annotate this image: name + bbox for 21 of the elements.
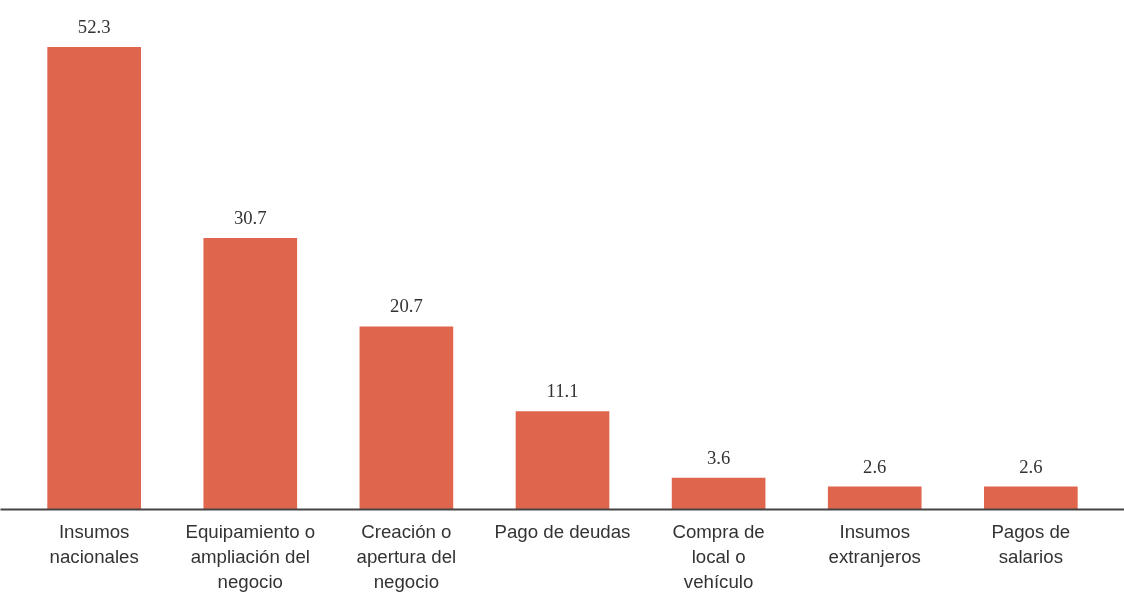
data-label: 2.6 [863, 455, 887, 477]
x-tick-label: Pagos de salarios [991, 520, 1071, 567]
bar [515, 411, 610, 510]
data-label: 30.7 [233, 207, 267, 229]
bar [984, 486, 1078, 510]
x-tick-label: Compra de local o vehículo [672, 520, 765, 592]
bar [47, 47, 141, 510]
x-tick-label: Creación o apertura del negocio [356, 520, 457, 592]
data-label: 11.1 [546, 380, 579, 402]
bar [827, 486, 922, 510]
data-label: 2.6 [1019, 455, 1043, 477]
data-label: 52.3 [77, 16, 111, 38]
x-tick-label: Insumos extranjeros [828, 520, 921, 567]
bar [359, 326, 454, 510]
x-tick-label: Insumos nacionales [49, 520, 139, 567]
x-tick-label: Pago de deudas [494, 520, 631, 542]
x-tick-label: Equipamiento o ampliación del negocio [185, 520, 316, 592]
data-label: 20.7 [390, 295, 423, 317]
bar [671, 477, 766, 510]
data-label: 3.6 [706, 446, 731, 468]
bar [203, 238, 298, 510]
